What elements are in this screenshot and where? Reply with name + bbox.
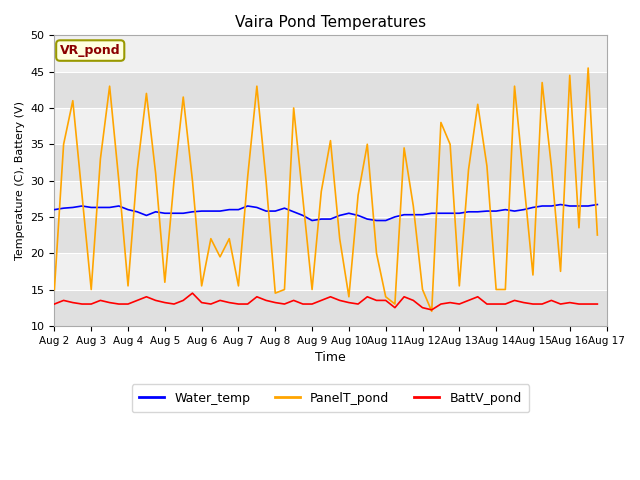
Text: VR_pond: VR_pond	[60, 44, 120, 57]
Bar	[54, 180, 607, 217]
Bar	[54, 217, 607, 253]
Bar	[54, 253, 607, 289]
Bar	[54, 72, 607, 108]
Y-axis label: Temperature (C), Battery (V): Temperature (C), Battery (V)	[15, 101, 25, 260]
Bar	[54, 289, 607, 326]
Bar	[54, 36, 607, 72]
Bar	[54, 108, 607, 144]
Title: Vaira Pond Temperatures: Vaira Pond Temperatures	[235, 15, 426, 30]
Bar	[54, 144, 607, 180]
Legend: Water_temp, PanelT_pond, BattV_pond: Water_temp, PanelT_pond, BattV_pond	[132, 384, 529, 412]
X-axis label: Time: Time	[315, 351, 346, 364]
